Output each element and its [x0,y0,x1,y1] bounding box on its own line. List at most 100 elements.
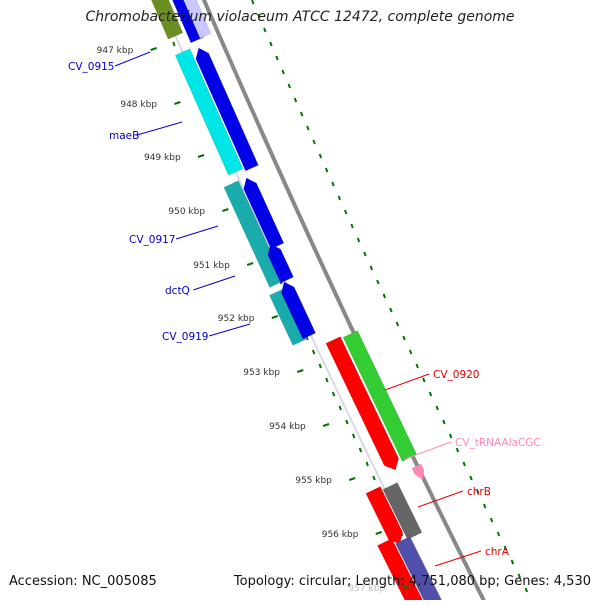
tick-label: 948 kbp [120,100,157,110]
tick-mark [271,315,279,319]
dotted-ring-outer [299,111,304,117]
dotted-ring-outer [382,293,387,299]
tick-mark [375,531,383,535]
dotted-ring-inner [318,363,322,369]
forward-cds-dctQ [267,243,294,284]
gene-features [151,0,445,605]
label-leader-line [404,441,452,460]
dotted-ring-outer [269,41,273,47]
dotted-ring-outer [251,0,255,5]
tick-label: 950 kbp [168,207,205,217]
dotted-ring-outer [422,377,426,383]
gene-label: dctQ [165,285,190,297]
map-title: Chromobacterium violaceum ATCC 12472, co… [85,9,515,25]
dotted-ring-inner [172,41,176,47]
dotted-ring-inner [338,405,342,411]
feature-lane-background [186,0,515,605]
backbone-ring [201,0,489,605]
dotted-ring-outer [331,181,335,187]
dotted-ring-inner [331,391,336,397]
tick-label: 954 kbp [269,422,306,432]
tick-mark [348,477,356,481]
tick-label: 953 kbp [243,368,280,378]
dotted-ring-outer [318,153,323,159]
tick-mark [174,101,181,105]
tick-label: 956 kbp [322,530,359,540]
kbp-ticks: 947 kbp 948 kbp 949 kbp 950 kbp 951 kbp 952 k… [97,46,409,594]
tick-mark [246,262,254,266]
dotted-ring-outer [376,279,380,285]
forward-cds-maeB [195,47,259,172]
dotted-ring-outer [275,55,279,61]
dotted-ring-outer [369,265,374,271]
dotted-ring-outer [408,349,413,355]
dotted-ring-outer [496,531,501,537]
cog-purple-segment [395,536,445,605]
tick-mark [322,423,330,427]
dotted-ring-outer [350,223,354,229]
dotted-ring-inner [365,461,369,467]
dotted-ring-outer [524,587,529,593]
dotted-ring-outer [324,167,329,173]
dotted-ring-inner [372,475,376,481]
dotted-ring-inner [325,377,329,383]
reverse-cds-chrB [365,486,404,545]
dotted-ring-outer [293,97,298,103]
dotted-ring-outer [263,27,267,33]
cog-gray-segment [382,482,423,540]
label-leader-line [175,225,219,240]
trna-CV_tRNAAlaCGC [411,463,425,481]
dotted-ring-outer [402,335,406,341]
forward-cds-CV_0919 [281,281,316,340]
dotted-ring-outer [435,405,439,411]
dotted-ring-outer [281,69,285,75]
gene-label: maeB [109,130,139,142]
dotted-ring-outer [510,559,515,565]
gene-label: chrA [485,546,510,558]
dotted-ring-outer [395,321,400,327]
gene-labels: CV_0915 maeB CV_0917 dctQ CV_0919 CV_0920 CV_t… [68,51,541,567]
gene-label: CV_0915 [68,61,115,73]
label-leader-line [114,51,151,67]
dotted-ring-outer [257,13,261,19]
gene-label: chrB [467,486,491,498]
gene-label: CV_tRNAAlaCGC [455,437,541,449]
label-leader-line [193,275,236,291]
reverse-cds-CV_0920 [325,336,399,471]
dotted-ring-outer [363,251,367,257]
genome-summary-text: Topology: circular; Length: 4,751,080 bp… [233,574,591,589]
dotted-ring-outer [337,195,342,201]
dotted-ring-outer [442,419,446,425]
tick-mark [197,154,205,158]
dotted-ring-outer [517,573,522,579]
label-leader-line [434,550,482,567]
dotted-ring-outer [489,517,494,523]
gene-label: CV_0917 [129,234,176,246]
tick-label: 949 kbp [144,153,181,163]
forward-cds-CV_0917 [243,177,285,250]
gene-label: CV_0920 [433,369,480,381]
tick-mark [402,585,409,589]
tick-mark [150,47,157,51]
dotted-ring-outer [356,237,361,243]
forward-cds-faded [183,0,212,39]
dotted-ring-outer [287,83,291,89]
cog-cyan-segment [174,48,244,176]
tick-label: 955 kbp [295,476,332,486]
tick-mark [222,208,229,212]
label-leader-line [384,373,430,391]
tick-label: 952 kbp [218,314,255,324]
label-leader-line [417,490,464,508]
dotted-ring-outer [415,363,419,369]
dotted-ring-outer [483,503,487,509]
dotted-ring-inner [351,433,356,439]
dotted-ring-outer [312,139,316,145]
dotted-ring-inner [358,447,363,453]
dotted-ring-outer [462,461,466,467]
gene-label: CV_0919 [162,331,209,343]
cog-olive-segment [151,0,184,40]
dotted-ring-outer [448,433,453,439]
label-leader-line [137,121,183,136]
